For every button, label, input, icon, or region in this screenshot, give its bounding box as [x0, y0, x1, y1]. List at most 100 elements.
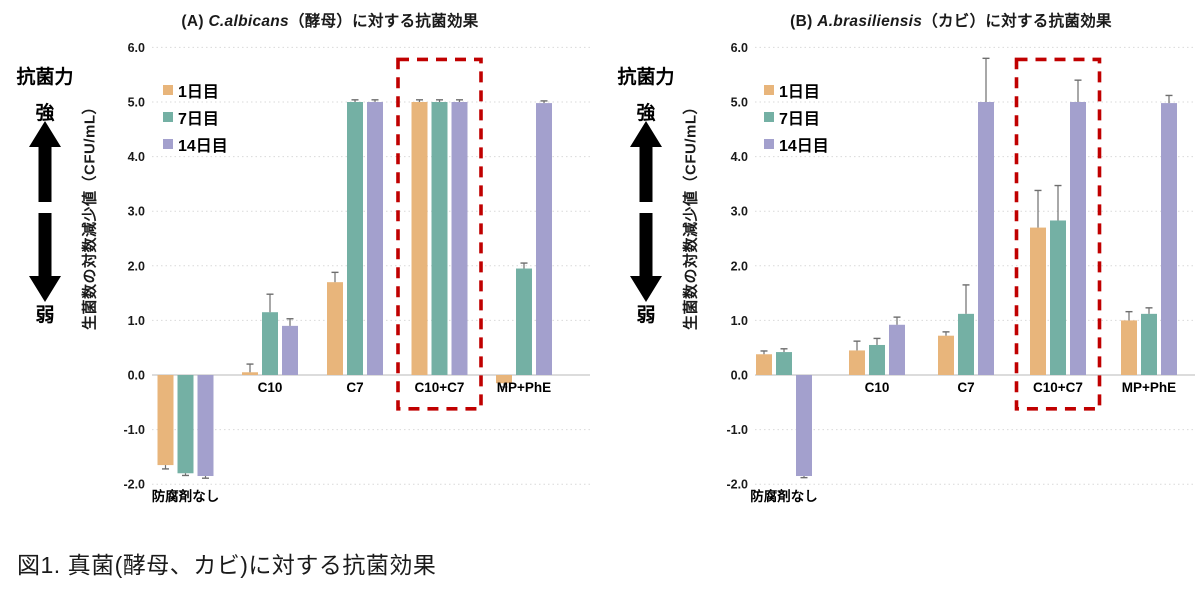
y-tick-label: 4.0: [128, 150, 145, 164]
bar-14日目-C10: [889, 324, 905, 375]
chart-a-y-axis-label: 生菌数の対数減少値（CFU/mL）: [81, 99, 99, 330]
bar-7日目-MP+PhE: [1141, 313, 1157, 375]
legend-label-day7: 7日目: [779, 110, 820, 128]
y-tick-label: 5.0: [128, 96, 145, 110]
day7-swatch-icon: [163, 111, 173, 122]
strength-arrow-icon: [626, 121, 666, 302]
y-tick-label: 2.0: [128, 259, 145, 273]
chart-a-title-rest: （酵母）に対する抗菌効果: [288, 13, 479, 30]
weak-label: 弱: [35, 305, 55, 326]
figure-caption: 図1. 真菌(酵母、カビ)に対する抗菌効果: [17, 552, 437, 578]
day1-swatch-icon: [163, 84, 173, 95]
bar-1日目-C10: [242, 372, 258, 375]
chart-b-legend: 1日目 7日目 14日目: [764, 76, 829, 157]
bar-14日目-C10: [282, 325, 298, 375]
bar-14日目-防腐剤なし: [197, 375, 214, 477]
bar-7日目-C7: [347, 102, 363, 375]
category-label: C10+C7: [1033, 380, 1083, 395]
bar-7日目-C10: [869, 344, 885, 375]
y-tick-label: -2.0: [123, 478, 145, 492]
y-tick-label: 1.0: [128, 314, 145, 328]
category-label: C7: [346, 380, 363, 395]
legend-item-day14: 14日目: [764, 130, 829, 157]
bar-7日目-防腐剤なし: [776, 352, 792, 375]
chart-a-title-species: C.albicans: [208, 13, 289, 30]
bar-1日目-C10: [849, 350, 865, 375]
day14-swatch-icon: [764, 138, 774, 149]
bar-1日目-C7: [938, 335, 954, 375]
bar-1日目-C10+C7: [411, 102, 428, 375]
chart-a-title-prefix: (A): [181, 13, 209, 30]
day7-swatch-icon: [764, 111, 774, 122]
legend-item-day1: 1日目: [764, 76, 829, 103]
day1-swatch-icon: [764, 84, 774, 95]
bar-14日目-C10+C7: [451, 102, 468, 375]
legend-label-day7: 7日目: [178, 110, 219, 128]
legend-item-day7: 7日目: [764, 103, 829, 130]
chart-a-plot: 6.0 5.0 4.0 3.0 2.0 1.0 0.0 -1.0 -2.0 防腐剤なし C10 C7 C…: [123, 41, 590, 504]
category-label: MP+PhE: [497, 380, 551, 395]
bar-1日目-C10+C7: [1030, 227, 1046, 375]
y-tick-label: -1.0: [123, 423, 145, 437]
bar-14日目-C7: [978, 102, 994, 375]
category-label: 防腐剤なし: [152, 488, 220, 504]
y-tick-label: 6.0: [731, 41, 748, 55]
y-tick-label: -1.0: [726, 423, 748, 437]
y-tick-label: 6.0: [128, 41, 145, 55]
bar-14日目-防腐剤なし: [796, 375, 812, 477]
bar-1日目-MP+PhE: [1121, 320, 1137, 375]
y-tick-label: 0.0: [731, 369, 748, 383]
bar-7日目-C10+C7: [431, 102, 448, 375]
y-tick-label: 2.0: [731, 259, 748, 273]
y-tick-label: 3.0: [731, 205, 748, 219]
strong-label: 強: [636, 103, 656, 124]
chart-b-title-rest: （カビ）に対する抗菌効果: [922, 13, 1112, 30]
y-tick-label: -2.0: [726, 478, 748, 492]
y-tick-label: 4.0: [731, 150, 748, 164]
category-label: C10+C7: [415, 380, 465, 395]
category-label: C10: [865, 380, 890, 395]
bar-1日目-C7: [327, 282, 343, 375]
legend-item-day7: 7日目: [163, 103, 228, 130]
bar-14日目-C7: [367, 102, 383, 375]
bar-7日目-MP+PhE: [516, 268, 532, 375]
strong-label: 強: [35, 103, 55, 124]
y-tick-label: 0.0: [128, 369, 145, 383]
legend-label-day1: 1日目: [178, 83, 219, 101]
legend-label-day14: 14日目: [779, 137, 829, 155]
bar-14日目-MP+PhE: [1161, 103, 1177, 375]
bar-1日目-防腐剤なし: [756, 354, 772, 375]
weak-label: 弱: [636, 305, 656, 326]
y-tick-label: 5.0: [731, 96, 748, 110]
chart-panel-b: 6.0 5.0 4.0 3.0 2.0 1.0 0.0 -1.0 -2.0 防腐剤なし C10 C7 C…: [601, 0, 1202, 535]
legend-item-day1: 1日目: [163, 76, 228, 103]
chart-panel-a: 6.0 5.0 4.0 3.0 2.0 1.0 0.0 -1.0 -2.0 防腐剤なし C10 C7 C…: [0, 0, 601, 535]
chart-b-y-axis-label: 生菌数の対数減少値（CFU/mL）: [682, 99, 700, 330]
chart-b-title: (B) A.brasiliensis（カビ）に対する抗菌効果: [671, 9, 1202, 31]
bar-7日目-C7: [958, 313, 974, 375]
category-label: C7: [957, 380, 974, 395]
antimicrobial-power-label: 抗菌力: [16, 67, 74, 88]
highlight-box: [1014, 57, 1102, 411]
chart-b-title-species: A.brasiliensis: [817, 13, 923, 30]
legend-label-day14: 14日目: [178, 137, 228, 155]
chart-a-legend: 1日目 7日目 14日目: [163, 76, 228, 157]
highlight-box: [396, 57, 483, 411]
chart-a-title: (A) C.albicans（酵母）に対する抗菌効果: [60, 9, 600, 31]
strength-arrow-icon: [25, 121, 65, 302]
bar-7日目-C10: [262, 312, 278, 375]
category-label: C10: [258, 380, 283, 395]
bar-7日目-C10+C7: [1050, 220, 1066, 375]
legend-label-day1: 1日目: [779, 83, 820, 101]
category-label: 防腐剤なし: [750, 488, 818, 504]
bar-1日目-防腐剤なし: [157, 375, 174, 466]
y-tick-label: 1.0: [731, 314, 748, 328]
bar-7日目-防腐剤なし: [177, 375, 194, 474]
y-tick-label: 3.0: [128, 205, 145, 219]
bar-14日目-MP+PhE: [536, 103, 552, 375]
bar-1日目-MP+PhE: [496, 375, 512, 384]
chart-b-title-prefix: (B): [790, 13, 818, 30]
bar-14日目-C10+C7: [1070, 102, 1086, 375]
